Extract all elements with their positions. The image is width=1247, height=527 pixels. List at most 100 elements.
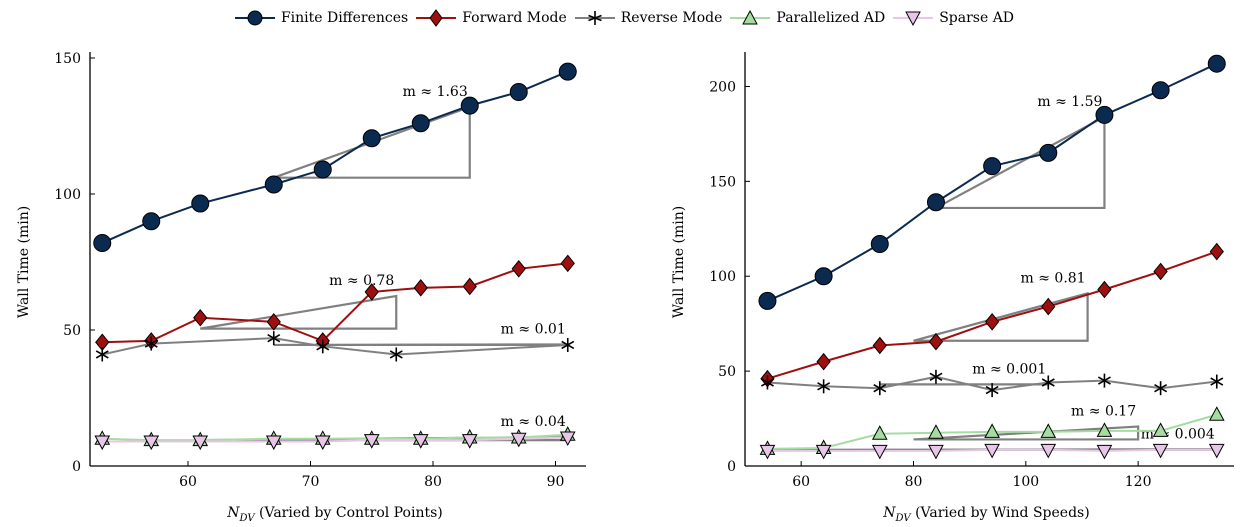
data-point <box>1152 443 1169 459</box>
circle-marker-icon <box>234 10 275 26</box>
data-point <box>758 291 777 310</box>
data-point <box>412 434 429 449</box>
slope-label: m ≈ 0.004 <box>1141 426 1215 442</box>
legend: Finite Differences Forward Mode Reverse … <box>0 4 1247 32</box>
legend-item-forward-mode: Forward Mode <box>414 8 567 28</box>
data-point <box>411 114 430 133</box>
x-tick-label: 80 <box>424 474 442 490</box>
series-markers-finite-differences <box>93 62 577 252</box>
data-point <box>1209 242 1224 261</box>
data-point <box>509 83 528 101</box>
slope-label: m ≈ 1.63 <box>403 84 468 100</box>
data-point <box>928 444 944 460</box>
triangle-up-marker-icon <box>730 9 771 25</box>
star-marker-icon <box>574 11 615 25</box>
data-point <box>1041 297 1056 316</box>
data-point <box>1041 375 1055 390</box>
data-point <box>815 444 832 460</box>
series-markers-forward-mode <box>760 242 1224 388</box>
slope-triangle <box>913 425 1140 441</box>
legend-label: Finite Differences <box>280 10 409 26</box>
chart-wind-speeds: 0 50 100 150 200 60 80 100 120 Wall Time (min) NDV… <box>671 52 1234 524</box>
data-point <box>928 332 944 351</box>
data-point <box>929 369 943 384</box>
data-point <box>1039 143 1058 162</box>
data-point <box>814 267 833 286</box>
slope-label: m ≈ 0.17 <box>1071 404 1136 420</box>
data-point <box>1097 280 1112 299</box>
legend-label: Sparse AD <box>939 10 1015 26</box>
data-point <box>389 347 403 362</box>
series-markers-sparse-ad <box>759 443 1225 460</box>
series-line-sparse-ad <box>102 436 568 443</box>
data-point <box>1154 381 1168 396</box>
data-point <box>984 423 1000 438</box>
y-tick-label: 100 <box>54 187 81 203</box>
x-axis-label: NDV (Varied by Control Points) <box>226 505 442 524</box>
data-point <box>759 444 776 460</box>
y-tick-label: 100 <box>709 269 736 285</box>
data-point <box>1096 444 1113 460</box>
data-point <box>984 312 1000 331</box>
data-point <box>510 432 527 448</box>
y-tick-label: 150 <box>54 51 81 67</box>
data-point <box>316 339 330 354</box>
legend-item-reverse-mode: Reverse Mode <box>573 8 722 28</box>
slope-label: m ≈ 1.59 <box>1037 94 1102 110</box>
series-line-forward-mode <box>102 262 568 344</box>
diamond-marker-icon <box>416 9 457 27</box>
data-point <box>267 331 281 346</box>
data-point <box>1208 406 1225 421</box>
data-point <box>413 279 428 297</box>
slope-label: m ≈ 0.01 <box>501 321 566 337</box>
data-point <box>462 277 477 296</box>
data-point <box>363 434 380 449</box>
data-point <box>313 160 332 179</box>
data-point <box>983 157 1002 176</box>
data-point <box>511 260 526 278</box>
x-tick-label: 70 <box>302 474 320 490</box>
y-axis-label: Wall Time (min) <box>671 206 687 318</box>
data-point <box>1151 81 1170 100</box>
legend-label: Parallelized AD <box>776 10 886 26</box>
data-point <box>816 352 831 371</box>
y-tick-label: 50 <box>718 364 736 380</box>
slope-label: m ≈ 0.001 <box>972 361 1046 377</box>
data-point <box>1040 443 1057 459</box>
x-tick-label: 80 <box>905 474 923 490</box>
data-point <box>1040 423 1057 438</box>
x-tick-label: 120 <box>1125 474 1152 490</box>
x-axis-label: NDV (Varied by Wind Speeds) <box>882 505 1089 524</box>
data-point <box>872 336 887 355</box>
data-point <box>266 313 281 331</box>
data-point <box>460 96 479 115</box>
data-point <box>984 443 1000 459</box>
series-line-parallelized-ad <box>102 433 568 442</box>
data-point <box>560 254 575 273</box>
data-point <box>561 337 575 352</box>
data-point <box>1210 374 1224 389</box>
data-point <box>871 444 888 460</box>
data-point <box>95 347 109 362</box>
data-point <box>191 194 210 213</box>
data-point <box>1208 443 1225 459</box>
data-point <box>93 233 112 252</box>
data-point <box>364 283 379 301</box>
slope-label: m ≈ 0.04 <box>501 414 566 430</box>
series-line-reverse-mode <box>102 337 568 356</box>
y-tick-label: 200 <box>709 79 736 95</box>
data-point <box>192 435 209 451</box>
series-markers-reverse-mode <box>95 331 575 362</box>
data-point <box>461 434 478 449</box>
data-point <box>142 212 161 231</box>
y-tick-label: 50 <box>63 323 81 339</box>
data-point <box>264 175 283 194</box>
slope-triangle <box>913 291 1089 342</box>
slope-triangle <box>935 114 1106 210</box>
legend-item-sparse-ad: Sparse AD <box>891 8 1014 28</box>
series-line-finite-differences <box>767 62 1218 302</box>
data-point <box>761 375 774 390</box>
slope-label: m ≈ 0.81 <box>1021 270 1086 286</box>
series-line-finite-differences <box>101 70 569 244</box>
legend-item-parallelized-ad: Parallelized AD <box>728 8 885 28</box>
